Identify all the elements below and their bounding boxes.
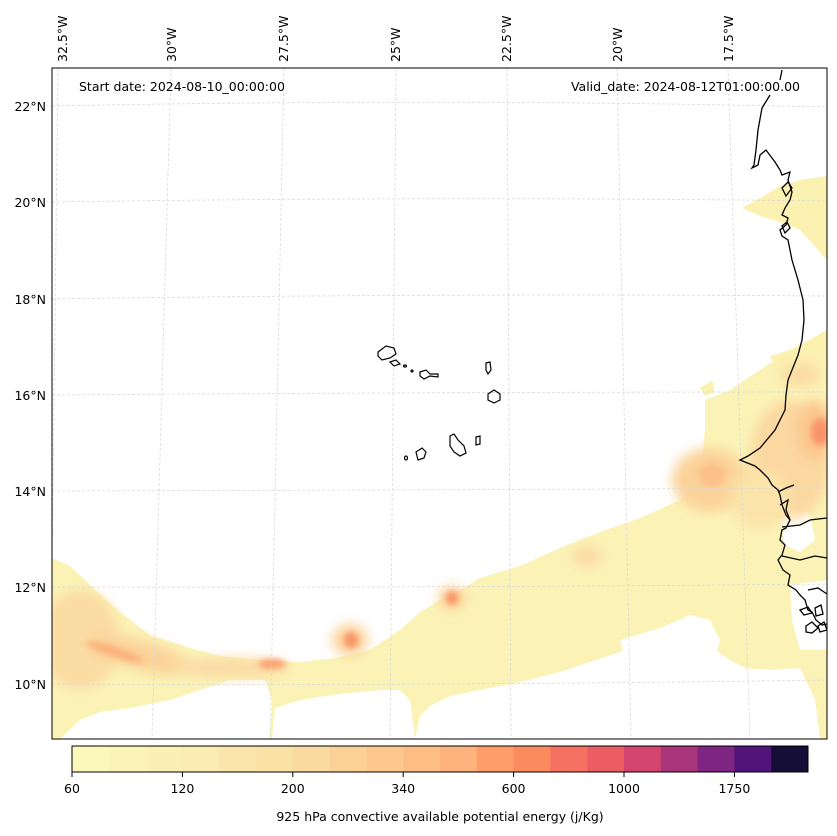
coastline-saloum	[777, 484, 795, 521]
colorbar-segment	[624, 746, 662, 772]
gridline-lat-12	[52, 583, 827, 588]
coastline-senegal-river	[781, 180, 793, 198]
gridline-lon-22p5	[506, 68, 512, 739]
map-panel: Start date: 2024-08-10_00:00:00 Valid_da…	[51, 67, 828, 740]
lat-label: 16°N	[14, 388, 46, 403]
colorbar-segment	[587, 746, 625, 772]
gridline-lon-25	[389, 68, 397, 739]
coastline-bissagos-2	[814, 604, 824, 617]
gridline-lon-32p5	[52, 68, 59, 605]
island-sao-nicolau	[419, 369, 439, 380]
border-guinea-bissau	[781, 555, 827, 561]
colorbar-tick-label: 200	[281, 781, 305, 796]
lat-label: 18°N	[14, 292, 46, 307]
longitude-labels: 32.5°W 30°W 27.5°W 25°W 22.5°W 20°W 17.5…	[55, 16, 736, 62]
coastline-bissagos-4	[817, 621, 827, 633]
gridlines	[52, 68, 827, 739]
latitude-labels: 22°N 20°N 18°N 16°N 14°N 12°N 10°N	[14, 99, 46, 692]
colorbar-segment	[366, 746, 404, 772]
colorbar: 60 120 200 340 600 1000 1750 925 hPa convectiv…	[64, 745, 809, 824]
lon-label: 30°W	[164, 27, 179, 62]
colorbar-segment	[292, 746, 331, 772]
gridline-lon-30	[151, 68, 172, 739]
coastlines	[738, 69, 827, 634]
colorbar-segment	[440, 746, 478, 772]
cape-gap-east	[620, 615, 720, 668]
colorbar-tick-label: 1000	[608, 781, 640, 796]
colorbar-segment	[145, 746, 183, 772]
colorbar-tick-label: 60	[64, 781, 80, 796]
cape-gap-guinea	[790, 580, 827, 650]
colorbar-tick-label: 600	[502, 781, 526, 796]
coastline-west-africa	[738, 69, 827, 626]
colorbar-segment	[329, 746, 367, 772]
colorbar-segment	[697, 746, 735, 772]
border-gambia	[781, 517, 827, 528]
colorbar-segment	[219, 746, 257, 772]
colorbar-segment	[734, 746, 772, 772]
colorbar-frame	[71, 745, 809, 773]
lat-label: 12°N	[14, 580, 46, 595]
island-raso	[410, 369, 414, 373]
island-maio	[475, 435, 481, 446]
colorbar-segment	[108, 746, 147, 772]
lat-label: 10°N	[14, 677, 46, 692]
colorbar-segment	[771, 746, 809, 772]
colorbar-segment	[660, 746, 699, 772]
gridline-lon-17p5	[727, 68, 751, 739]
island-santo-antao	[377, 345, 397, 361]
colorbar-segment	[182, 746, 220, 772]
colorbar-segment	[550, 746, 588, 772]
gridline-lon-27p5	[269, 68, 285, 739]
cape-hot-layer	[86, 418, 827, 669]
gridline-lat-22	[52, 101, 827, 108]
island-santiago	[449, 433, 467, 457]
start-date-annotation: Start date: 2024-08-10_00:00:00	[79, 79, 285, 94]
island-fogo	[415, 447, 427, 461]
lon-label: 32.5°W	[55, 16, 70, 62]
lon-label: 17.5°W	[721, 16, 736, 62]
cape-gap-central	[272, 690, 415, 739]
gridline-lat-16	[52, 391, 827, 396]
lon-label: 25°W	[388, 27, 403, 62]
colorbar-tick-label: 120	[170, 781, 194, 796]
colorbar-ticks: 60 120 200 340 600 1000 1750	[64, 772, 750, 796]
cape-gap-senegal	[780, 510, 815, 552]
island-sao-vicente	[388, 359, 402, 367]
coastline-bissagos-3	[805, 621, 819, 634]
gridline-lat-20	[52, 198, 827, 203]
island-boa-vista	[487, 389, 501, 404]
colorbar-segment	[403, 746, 441, 772]
lat-label: 20°N	[14, 195, 46, 210]
lon-label: 22.5°W	[499, 16, 514, 62]
colorbar-tick-label: 340	[391, 781, 415, 796]
gridline-lat-18	[52, 294, 827, 300]
island-brava	[403, 455, 409, 461]
colorbar-tick-label: 1750	[718, 781, 750, 796]
gridline-lat-10	[52, 679, 827, 685]
gridline-lat-14	[52, 487, 827, 492]
colorbar-segment	[513, 746, 551, 772]
cape-region-northern-tongue	[742, 176, 827, 260]
colorbar-label: 925 hPa convective available potential e…	[276, 809, 603, 824]
colorbar-segment	[256, 746, 294, 772]
valid-date-annotation: Valid_date: 2024-08-12T01:00:00.00	[571, 79, 800, 94]
island-sal	[485, 361, 492, 376]
lat-label: 22°N	[14, 99, 46, 114]
lon-label: 27.5°W	[276, 16, 291, 62]
coastline-banc-arguin	[781, 220, 791, 235]
coastline-guinea	[807, 587, 827, 595]
colorbar-segment	[476, 746, 515, 772]
map-frame	[51, 67, 828, 740]
gridline-lon-20	[616, 68, 632, 739]
coastline-bissagos-1	[798, 606, 814, 616]
colorbar-segment	[72, 746, 110, 772]
cape-verde-islands	[377, 345, 501, 461]
island-santa-luzia	[402, 364, 408, 368]
cape-field	[52, 176, 827, 739]
colorbar-segments	[72, 746, 809, 772]
lon-label: 20°W	[610, 27, 625, 62]
lat-label: 14°N	[14, 484, 46, 499]
